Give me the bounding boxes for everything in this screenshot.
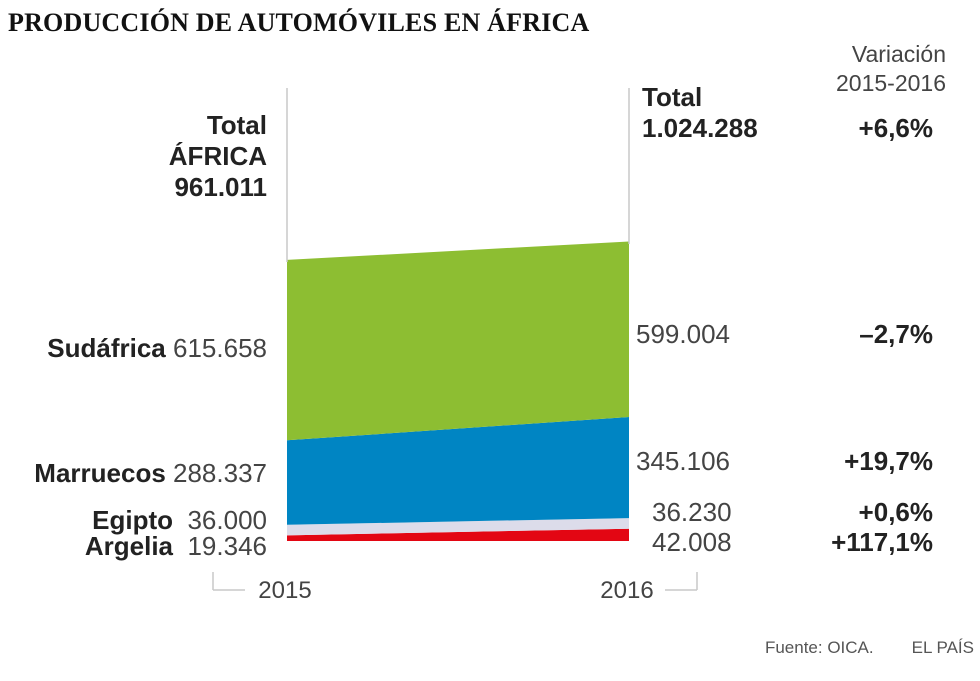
value-2015-marruecos: 288.337 xyxy=(173,458,267,488)
area-sudafrica xyxy=(287,241,629,441)
total-change: +6,6% xyxy=(858,113,933,143)
value-2015-argelia: 19.346 xyxy=(187,531,267,561)
source-line: Fuente: OICA. EL PAÍS xyxy=(765,638,974,658)
label-2015-marruecos: Marruecos 288.337 xyxy=(34,458,267,489)
source-text: Fuente: OICA. xyxy=(764,638,874,657)
area-egipto xyxy=(287,518,629,536)
area-argelia xyxy=(287,528,629,541)
change-marruecos: +19,7% xyxy=(844,446,933,476)
label-2015-egipto: Egipto 36.000 xyxy=(92,505,267,536)
variation-header: Variación 2015-2016 xyxy=(836,40,946,98)
value-2016-argelia: 42.008 xyxy=(652,527,732,557)
value-2016-sudafrica: 599.004 xyxy=(636,319,730,349)
label-2015-argelia: Argelia 19.346 xyxy=(85,531,267,562)
series-name-sudafrica: Sudáfrica xyxy=(47,333,166,363)
total-2015-label: Total ÁFRICA 961.011 xyxy=(169,110,267,203)
series-name-marruecos: Marruecos xyxy=(34,458,166,488)
series-name-egipto: Egipto xyxy=(92,505,174,535)
change-sudafrica: –2,7% xyxy=(859,319,933,349)
chart-title: PRODUCCIÓN DE AUTOMÓVILES EN ÁFRICA xyxy=(8,8,590,37)
area-marruecos xyxy=(287,416,629,525)
variation-header-line2: 2015-2016 xyxy=(836,70,946,96)
tick-label-2015: 2015 xyxy=(258,577,311,604)
publisher-text: EL PAÍS xyxy=(911,638,974,657)
total-2015-value: 961.011 xyxy=(174,172,267,202)
series-name-argelia: Argelia xyxy=(84,531,174,561)
value-2015-sudafrica: 615.658 xyxy=(173,333,267,363)
total-2016-value: 1.024.288 xyxy=(642,113,758,143)
variation-header-line1: Variación xyxy=(851,41,946,67)
value-2016-marruecos: 345.106 xyxy=(636,446,730,476)
total-2015-line2: ÁFRICA xyxy=(168,141,267,171)
label-2015-sudafrica: Sudáfrica 615.658 xyxy=(47,333,267,364)
value-2016-egipto: 36.230 xyxy=(652,497,732,527)
total-2015-line1: Total xyxy=(206,110,267,140)
total-2016-label: Total 1.024.288 xyxy=(642,82,758,144)
change-egipto: +0,6% xyxy=(858,497,933,527)
total-2016-line1: Total xyxy=(642,82,703,112)
tick-label-2016: 2016 xyxy=(600,577,653,604)
change-argelia: +117,1% xyxy=(831,527,933,557)
value-2015-egipto: 36.000 xyxy=(187,505,267,535)
